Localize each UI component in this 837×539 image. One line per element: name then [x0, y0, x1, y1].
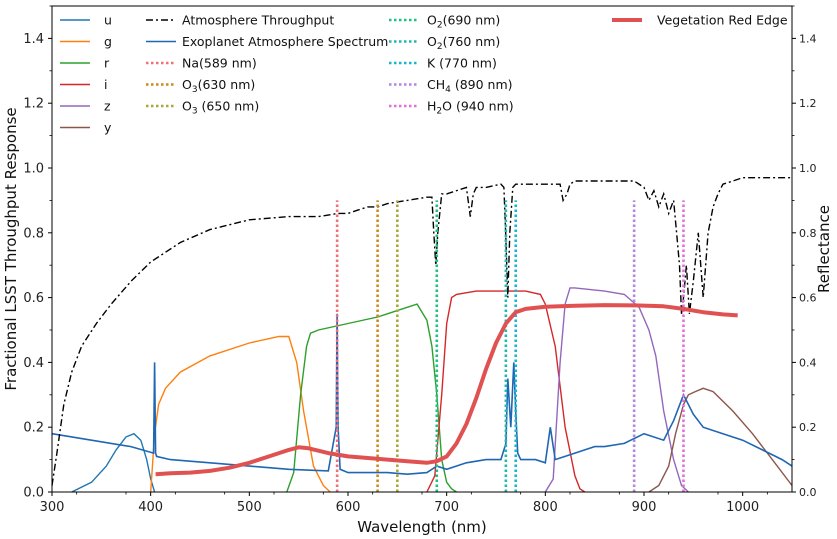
- x-tick-label-4: 700: [434, 500, 459, 515]
- y-tick-label-1: 0.2: [23, 421, 44, 436]
- legend-label-col2-0: Atmosphere Throughput: [182, 13, 334, 28]
- y2-tick-label-0: 0.0: [799, 486, 817, 499]
- x-tick-label-1: 400: [138, 500, 163, 515]
- legend-label-band-y: y: [104, 120, 112, 135]
- y-axis-left: 0.0 0.2 0.4 0.6 0.8 1.0 1.2 1.4: [23, 5, 52, 501]
- y2-tick-label-5: 1.0: [799, 162, 817, 175]
- y2-tick-label-2: 0.4: [799, 356, 817, 369]
- x-tick-label-3: 600: [336, 500, 361, 515]
- legend-label-band-r: r: [104, 56, 110, 71]
- x-tick-label-0: 300: [40, 500, 65, 515]
- y2-axis-label: Reflectance: [815, 205, 833, 293]
- y2-tick-label-6: 1.2: [799, 97, 817, 110]
- legend-label-col3-3: CH4 (890 nm): [427, 77, 513, 95]
- legend-label-col2-4: O3 (650 nm): [182, 99, 259, 117]
- legend-label-col3-2: K (770 nm): [427, 56, 497, 71]
- y-tick-label-0: 0.0: [23, 486, 44, 501]
- band-y-line: [648, 387, 793, 493]
- plot-frame: [51, 5, 793, 493]
- band-u-line: [71, 432, 156, 493]
- band-g-line: [150, 335, 331, 493]
- x-axis: 300 400 500 600 700 800 900 1000: [40, 492, 768, 515]
- band-z-line: [544, 287, 689, 493]
- legend-label-band-i: i: [104, 77, 107, 92]
- legend-label-col3-0: O2(690 nm): [427, 13, 500, 31]
- legend-label-col3-1: O2(760 nm): [427, 34, 500, 52]
- y-tick-label-7: 1.4: [23, 32, 44, 47]
- vegetation-red-edge-line: [155, 303, 738, 477]
- legend-label-band-z: z: [104, 99, 111, 114]
- legend-label-band-u: u: [104, 13, 112, 28]
- y-axis-right: 0.0 0.2 0.4 0.6 0.8 1.0 1.2 1.4: [792, 5, 817, 499]
- y2-tick-label-7: 1.4: [799, 32, 817, 45]
- x-tick-label-2: 500: [237, 500, 262, 515]
- y-tick-label-2: 0.4: [23, 356, 44, 371]
- legend-label-col2-1: Exoplanet Atmosphere Spectrum: [182, 34, 388, 49]
- y-tick-label-4: 0.8: [23, 226, 44, 241]
- atmosphere-throughput-line: [51, 177, 792, 486]
- y2-tick-label-3: 0.6: [799, 292, 817, 305]
- y2-tick-label-1: 0.2: [799, 421, 817, 434]
- x-axis-label: Wavelength (nm): [357, 518, 487, 536]
- x-tick-label-6: 900: [632, 500, 657, 515]
- legend-label-vegetation: Vegetation Red Edge: [657, 13, 788, 28]
- legend-label-col2-3: O3(630 nm): [182, 77, 255, 95]
- legend-label-col2-2: Na(589 nm): [182, 56, 257, 71]
- y2-tick-label-4: 0.8: [799, 227, 817, 240]
- plot-lines: [51, 177, 793, 493]
- x-tick-label-5: 800: [533, 500, 558, 515]
- y-tick-label-3: 0.6: [23, 291, 44, 306]
- y-axis-label: Fractional LSST Throughput Response: [2, 107, 20, 390]
- legend-label-band-g: g: [104, 34, 112, 49]
- y-tick-label-6: 1.2: [23, 97, 44, 112]
- legend-label-col3-4: H2O (940 nm): [427, 99, 514, 117]
- x-tick-label-7: 1000: [726, 500, 759, 515]
- y-tick-label-5: 1.0: [23, 162, 44, 177]
